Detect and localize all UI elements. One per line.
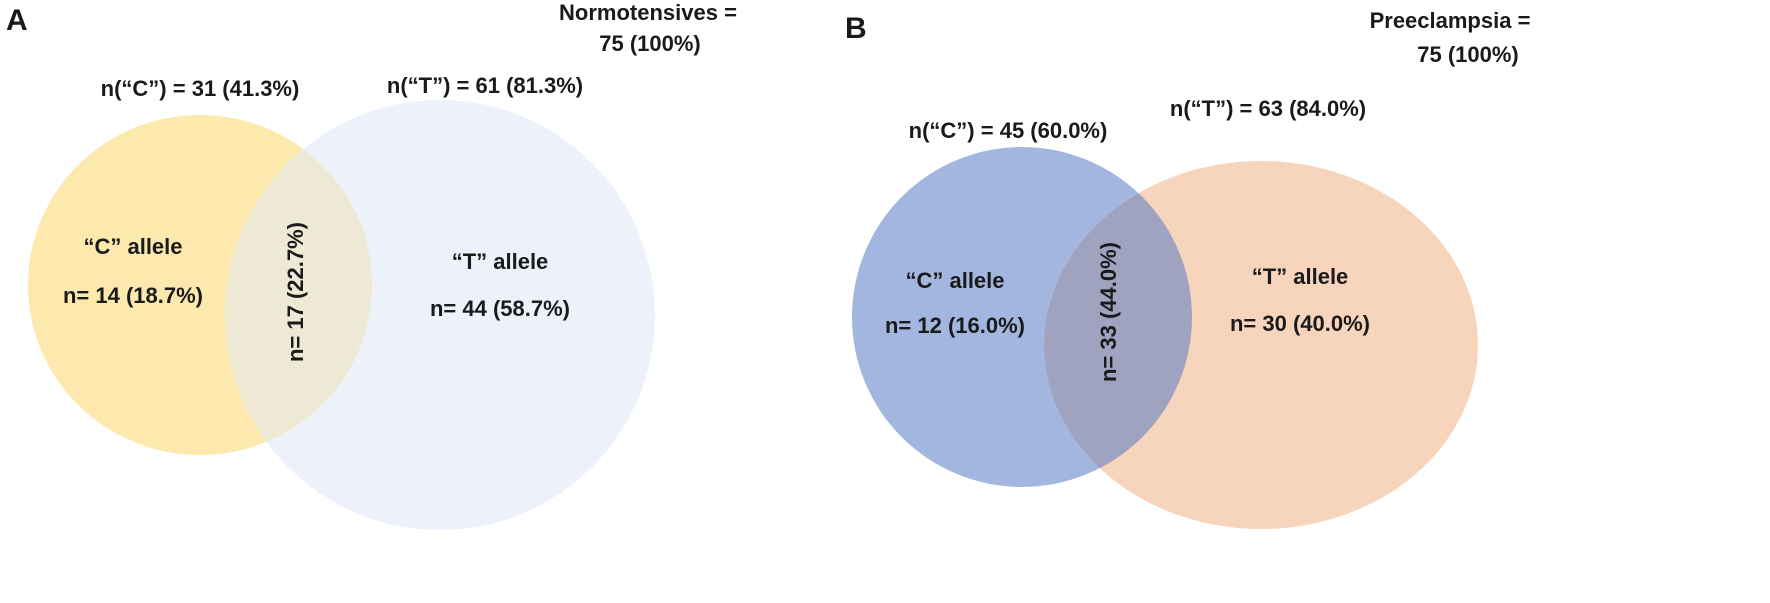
group-title: Preeclampsia =: [1370, 8, 1531, 33]
set-label: n(“T”) = 63 (84.0%): [1170, 96, 1366, 121]
set-label: n(“T”) = 61 (81.3%): [387, 73, 583, 98]
panel-a: A Normotensives = 75 (100%) n(“C”) = 31 …: [6, 0, 737, 530]
region-count: n= 30 (40.0%): [1230, 311, 1370, 336]
intersection-count: n= 17 (22.7%): [283, 222, 308, 362]
set-label: n(“C”) = 31 (41.3%): [101, 76, 300, 101]
set-label: n(“C”) = 45 (60.0%): [909, 118, 1108, 143]
region-count: n= 44 (58.7%): [430, 296, 570, 321]
region-name: “C” allele: [83, 234, 182, 259]
region-count: n= 12 (16.0%): [885, 313, 1025, 338]
region-name: “C” allele: [905, 268, 1004, 293]
intersection-count: n= 33 (44.0%): [1096, 242, 1121, 382]
region-count: n= 14 (18.7%): [63, 283, 203, 308]
panel-b: B Preeclampsia = 75 (100%) n(“C”) = 45 (…: [845, 8, 1530, 529]
region-name: “T” allele: [452, 249, 549, 274]
group-title: Normotensives =: [559, 0, 737, 25]
panel-letter: B: [845, 12, 867, 45]
region-name: “T” allele: [1252, 264, 1349, 289]
group-total: 75 (100%): [1417, 42, 1519, 67]
panel-letter: A: [6, 4, 28, 37]
group-total: 75 (100%): [599, 31, 701, 56]
